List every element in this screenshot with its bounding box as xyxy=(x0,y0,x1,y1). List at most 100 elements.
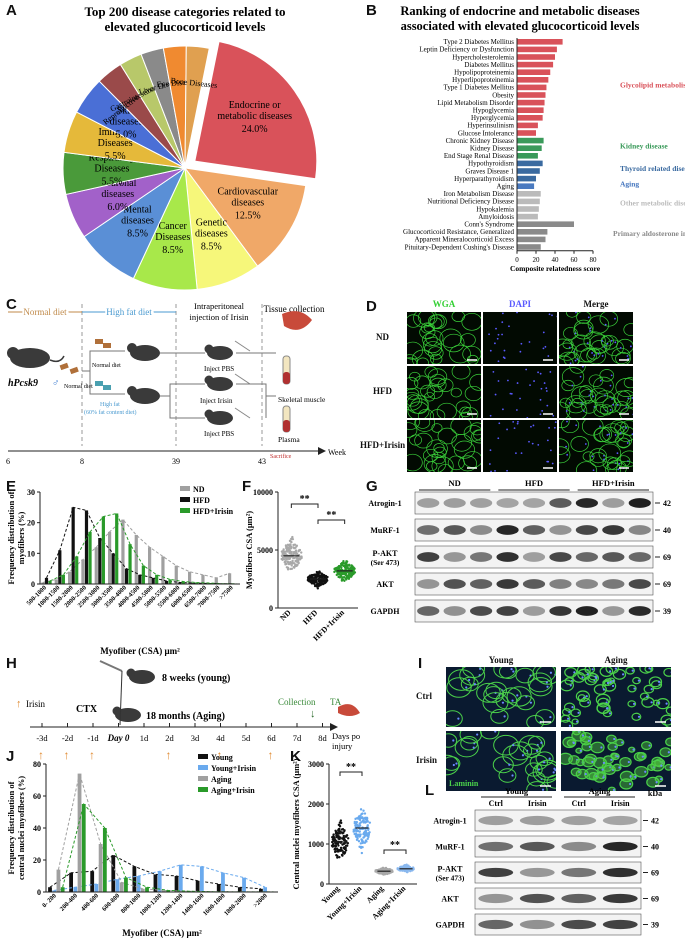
data-point xyxy=(361,840,364,843)
data-point xyxy=(334,829,337,832)
bar xyxy=(517,168,540,174)
data-point xyxy=(365,832,368,835)
blot-band xyxy=(549,606,572,616)
syringe-icon xyxy=(234,340,251,352)
data-point xyxy=(366,837,369,841)
blot-band xyxy=(522,525,546,535)
panel-c-schematic: Normal diet High fat diet Intraperitonea… xyxy=(6,301,346,466)
kda-label: 42 xyxy=(651,817,659,826)
mouse-icon xyxy=(204,409,233,425)
day-label: -3d xyxy=(36,733,48,743)
blot-band xyxy=(443,552,466,562)
band-label: GAPDH xyxy=(436,921,466,930)
data-point xyxy=(288,544,292,548)
data-point xyxy=(338,576,342,579)
data-point xyxy=(344,849,348,852)
blot-band xyxy=(628,498,651,508)
bar xyxy=(517,229,548,235)
kda-label: 39 xyxy=(651,921,659,930)
data-point xyxy=(338,837,341,841)
bar xyxy=(115,879,120,892)
day-label: -1d xyxy=(87,733,99,743)
data-point xyxy=(341,849,344,852)
row-label: ND xyxy=(376,332,389,342)
blot-band xyxy=(602,815,638,826)
band-label: MuRF-1 xyxy=(435,843,464,852)
kda-label: 69 xyxy=(663,580,671,589)
blot-strip xyxy=(474,887,642,910)
micrograph-tile xyxy=(407,366,481,418)
band-label: Atrogin-1 xyxy=(368,499,401,508)
data-point xyxy=(340,579,344,582)
tick-label: 60 xyxy=(571,256,579,264)
micrograph-tile xyxy=(407,420,481,472)
bar xyxy=(124,877,128,892)
pie-slice-label: Diseases xyxy=(98,138,133,149)
blot-band xyxy=(561,919,597,930)
panel-e-histogram: 0102030500-10001000-15001500-20002000-25… xyxy=(6,485,240,656)
bar xyxy=(517,213,538,220)
blot-band xyxy=(602,579,625,589)
panel-label-f: F xyxy=(242,478,252,495)
data-point xyxy=(333,850,337,854)
stain-label: Laminin xyxy=(449,779,479,788)
category-label: Hyperinsulinism xyxy=(467,122,514,130)
day-label: 1d xyxy=(140,733,149,743)
blot-band xyxy=(470,579,493,589)
legend-label: Aging xyxy=(211,775,231,784)
blot-band xyxy=(561,815,597,826)
data-point xyxy=(335,847,339,850)
tick-label: 0 xyxy=(269,604,273,613)
data-point xyxy=(358,822,361,825)
micrograph-tile xyxy=(483,312,557,364)
tick-label: 20 xyxy=(533,256,541,264)
blot-band xyxy=(519,841,555,852)
group-label: Kidney disease xyxy=(620,141,668,150)
pie-slice-label: Mental xyxy=(123,205,152,216)
category-label: 1800-2000 xyxy=(223,892,248,917)
data-point xyxy=(365,840,368,843)
bar xyxy=(517,130,536,136)
pie-slice-label: Cancer xyxy=(159,221,188,232)
data-point xyxy=(367,828,370,832)
data-point xyxy=(332,842,335,846)
data-point xyxy=(317,579,320,583)
data-point xyxy=(346,837,350,840)
data-point xyxy=(325,578,328,581)
bar xyxy=(517,153,538,159)
bar xyxy=(90,871,95,892)
bar xyxy=(188,571,192,584)
inject-pbs-1: Inject PBS xyxy=(204,365,234,373)
irisin-arrow-icon: ↑ xyxy=(217,748,223,762)
data-point xyxy=(339,819,343,822)
blot-band xyxy=(522,579,546,589)
blot-band xyxy=(602,893,638,904)
blot-band xyxy=(478,893,514,904)
data-point xyxy=(336,850,340,853)
bar xyxy=(98,844,103,892)
tick-label: 3000 xyxy=(308,760,324,769)
legend-label: ND xyxy=(193,485,205,494)
panel-label-e: E xyxy=(6,478,17,495)
blot-band xyxy=(496,498,519,508)
data-point xyxy=(287,562,290,566)
x-axis-label: Composite relatedness score xyxy=(510,264,601,273)
data-point xyxy=(342,851,345,855)
panel-label-c: C xyxy=(6,296,17,313)
data-point xyxy=(341,563,344,567)
blot-band xyxy=(575,606,598,616)
tick-label: 20 xyxy=(27,519,35,528)
category-label: Apparent Mineralocorticoid Excess xyxy=(414,236,514,244)
data-point xyxy=(365,820,368,824)
data-point xyxy=(363,812,367,815)
data-point xyxy=(283,560,287,564)
bar xyxy=(101,516,105,584)
micrograph-tile xyxy=(561,731,671,791)
data-point xyxy=(292,543,295,547)
legend-swatch xyxy=(180,508,190,513)
panel-i-micrographs: Young Aging Ctrl Irisin Laminin xyxy=(410,655,685,791)
data-point xyxy=(348,574,352,577)
kda-label: 69 xyxy=(663,553,671,562)
pie-slice-percent: 5.0% xyxy=(116,130,137,141)
band-label: (Ser 473) xyxy=(371,558,400,567)
